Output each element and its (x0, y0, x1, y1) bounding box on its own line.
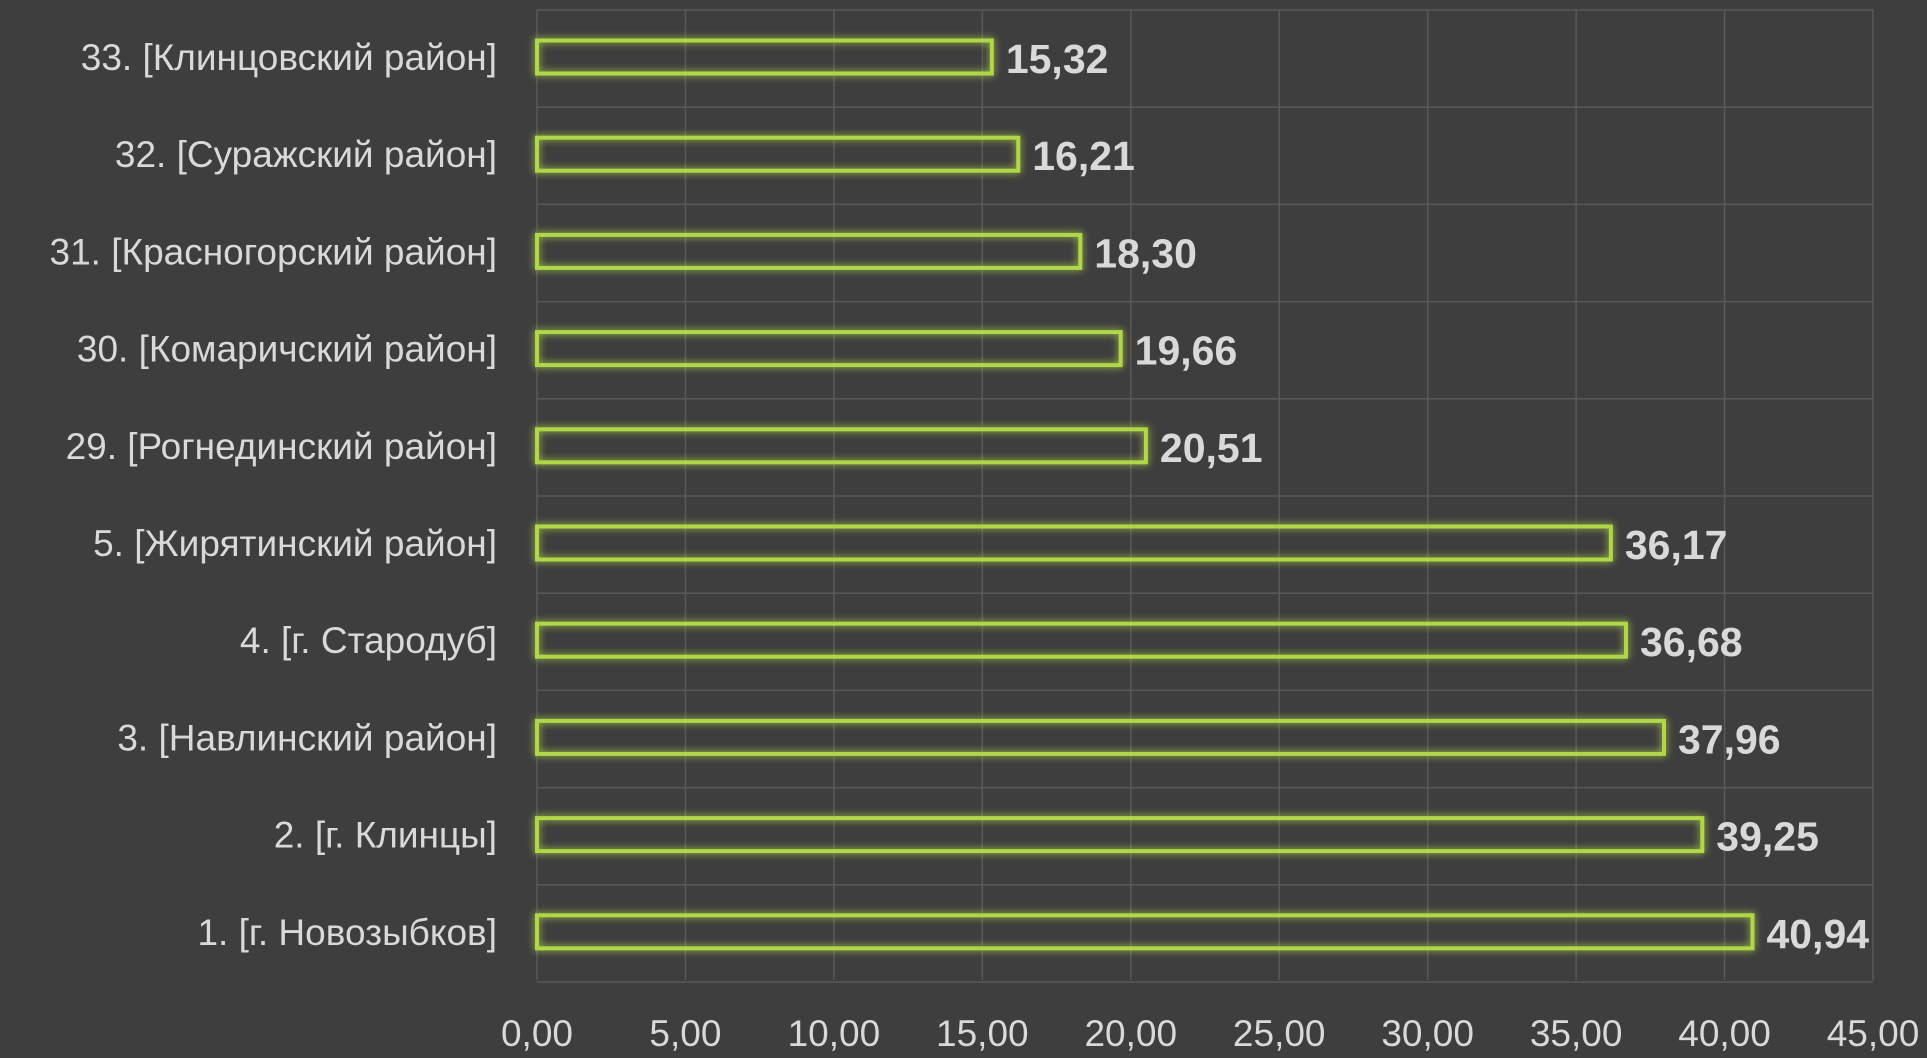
category-label: 2. [г. Клинцы] (274, 815, 497, 856)
category-label: 5. [Жирятинский район] (93, 523, 497, 564)
bars (535, 38, 1755, 951)
value-labels: 15,32 16,21 18,30 19,66 20,51 36,17 36,68 37,96… (1006, 36, 1869, 957)
category-label: 33. [Клинцовский район] (81, 37, 497, 78)
bar (535, 718, 1666, 756)
bar (535, 135, 1021, 173)
category-label: 1. [г. Новозыбков] (197, 912, 497, 953)
value-label: 39,25 (1716, 814, 1819, 860)
x-axis-tick-labels: 0,00 5,00 10,00 15,00 20,00 25,00 30,00 35,00 40… (501, 1013, 1920, 1054)
bar (535, 621, 1628, 659)
x-tick-label: 5,00 (649, 1013, 721, 1053)
x-tick-label: 20,00 (1084, 1013, 1177, 1053)
x-tick-label: 0,00 (501, 1013, 573, 1053)
category-label: 3. [Навлинский район] (117, 717, 497, 758)
x-tick-label: 15,00 (936, 1013, 1029, 1053)
x-tick-label: 45,00 (1827, 1013, 1920, 1053)
value-label: 40,94 (1766, 911, 1869, 957)
category-label: 32. [Суражский район] (115, 134, 497, 175)
value-label: 15,32 (1006, 36, 1109, 82)
x-tick-label: 40,00 (1678, 1013, 1771, 1053)
category-label: 30. [Комаричский район] (77, 329, 497, 370)
x-tick-label: 10,00 (788, 1013, 881, 1053)
category-label: 31. [Красногорский район] (50, 231, 497, 272)
gridlines (536, 9, 1874, 983)
bar (535, 232, 1083, 270)
x-tick-label: 25,00 (1233, 1013, 1326, 1053)
bar (535, 913, 1755, 951)
x-tick-label: 35,00 (1530, 1013, 1623, 1053)
bar (535, 816, 1705, 854)
value-label: 36,17 (1625, 522, 1728, 568)
value-label: 18,30 (1094, 230, 1197, 276)
bar (535, 330, 1123, 368)
x-tick-label: 30,00 (1381, 1013, 1474, 1053)
bar (535, 38, 994, 76)
value-label: 16,21 (1032, 133, 1135, 179)
value-label: 19,66 (1135, 328, 1238, 374)
category-labels: 33. [Клинцовский район] 32. [Суражский ра… (50, 37, 497, 953)
value-label: 20,51 (1160, 425, 1263, 471)
bar (535, 524, 1613, 562)
bar (535, 427, 1148, 465)
value-label: 36,68 (1640, 619, 1743, 665)
category-label: 29. [Рогнединский район] (66, 426, 497, 467)
value-label: 37,96 (1678, 716, 1781, 762)
category-label: 4. [г. Стародуб] (240, 620, 497, 661)
